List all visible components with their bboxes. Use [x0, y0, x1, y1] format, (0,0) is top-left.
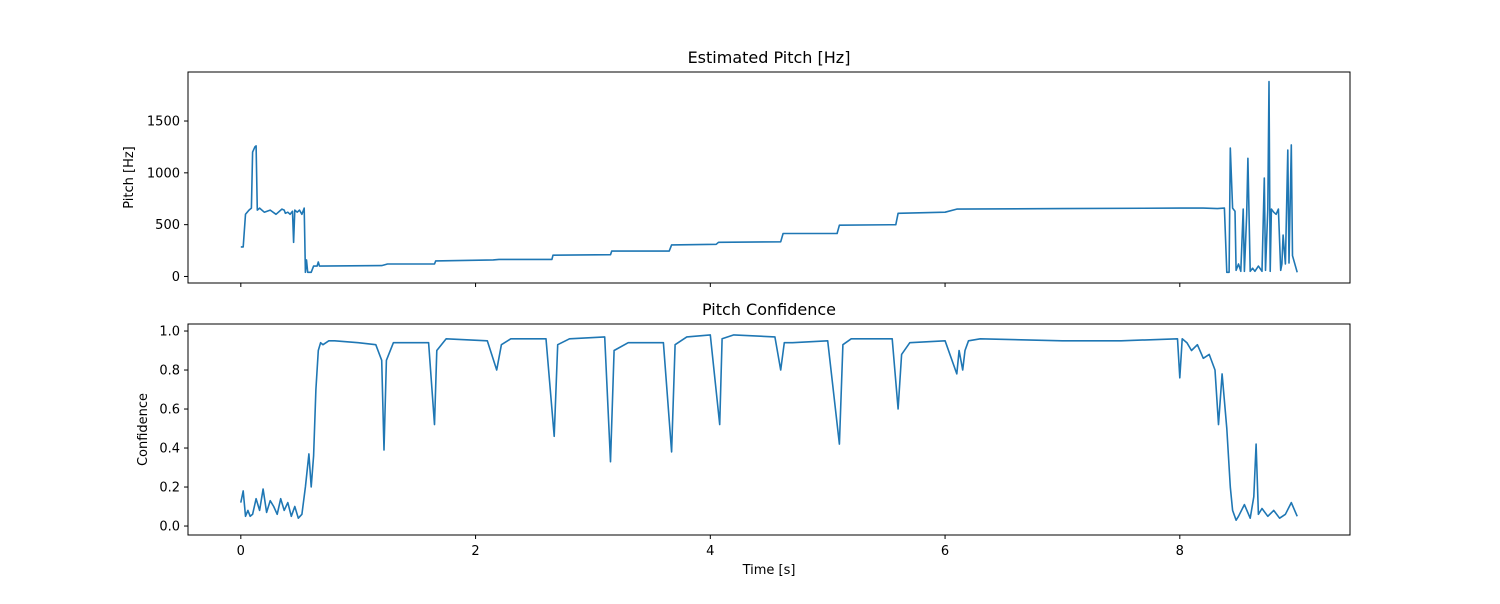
data-line [240, 334, 1298, 521]
y-tick-label: 0.0 [159, 520, 180, 535]
y-tick-label: 1500 [147, 115, 180, 130]
x-axis-label: Time [s] [742, 563, 796, 578]
y-tick-label: 1.0 [159, 325, 180, 340]
y-tick-label: 0.6 [159, 403, 180, 418]
x-tick-label: 0 [237, 544, 245, 559]
y-axis-label: Pitch [Hz] [122, 146, 137, 209]
y-tick-label: 1000 [147, 166, 180, 181]
y-tick-label: 500 [155, 218, 180, 233]
y-tick-label: 0.4 [159, 442, 180, 457]
y-axis-label: Confidence [136, 393, 151, 466]
data-line [240, 80, 1298, 274]
plot-area [187, 323, 1351, 536]
chart-title: Pitch Confidence [702, 300, 836, 319]
y-tick-label: 0.2 [159, 481, 180, 496]
x-tick-label: 4 [706, 544, 714, 559]
y-tick-label: 0.8 [159, 364, 180, 379]
x-tick-label: 8 [1176, 544, 1184, 559]
plot-area [187, 71, 1351, 284]
y-tick-label: 0 [172, 270, 180, 285]
x-tick-label: 2 [471, 544, 479, 559]
chart-title: Estimated Pitch [Hz] [688, 48, 851, 67]
x-tick-label: 6 [941, 544, 949, 559]
